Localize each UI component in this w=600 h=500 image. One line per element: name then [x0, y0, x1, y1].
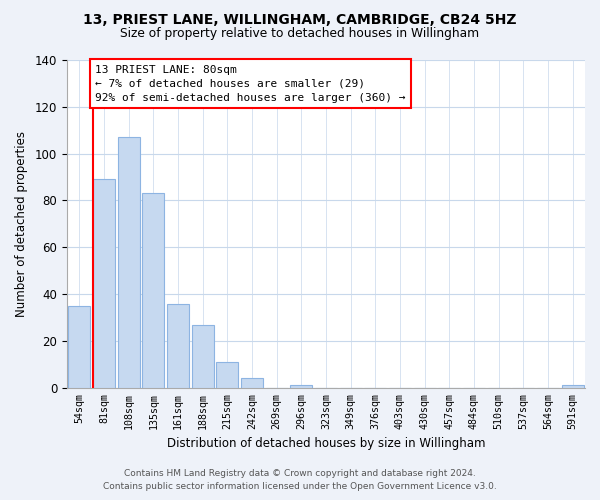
Bar	[191, 324, 214, 388]
Bar	[93, 180, 115, 388]
Y-axis label: Number of detached properties: Number of detached properties	[15, 131, 28, 317]
Text: Size of property relative to detached houses in Willingham: Size of property relative to detached ho…	[121, 28, 479, 40]
Text: Contains HM Land Registry data © Crown copyright and database right 2024.
Contai: Contains HM Land Registry data © Crown c…	[103, 469, 497, 491]
Bar	[562, 386, 584, 388]
Bar	[118, 138, 140, 388]
Bar	[142, 194, 164, 388]
Bar	[167, 304, 189, 388]
Bar	[68, 306, 91, 388]
Bar	[216, 362, 238, 388]
Text: 13 PRIEST LANE: 80sqm
← 7% of detached houses are smaller (29)
92% of semi-detac: 13 PRIEST LANE: 80sqm ← 7% of detached h…	[95, 64, 406, 102]
Bar	[241, 378, 263, 388]
Bar	[290, 386, 313, 388]
X-axis label: Distribution of detached houses by size in Willingham: Distribution of detached houses by size …	[167, 437, 485, 450]
Text: 13, PRIEST LANE, WILLINGHAM, CAMBRIDGE, CB24 5HZ: 13, PRIEST LANE, WILLINGHAM, CAMBRIDGE, …	[83, 12, 517, 26]
